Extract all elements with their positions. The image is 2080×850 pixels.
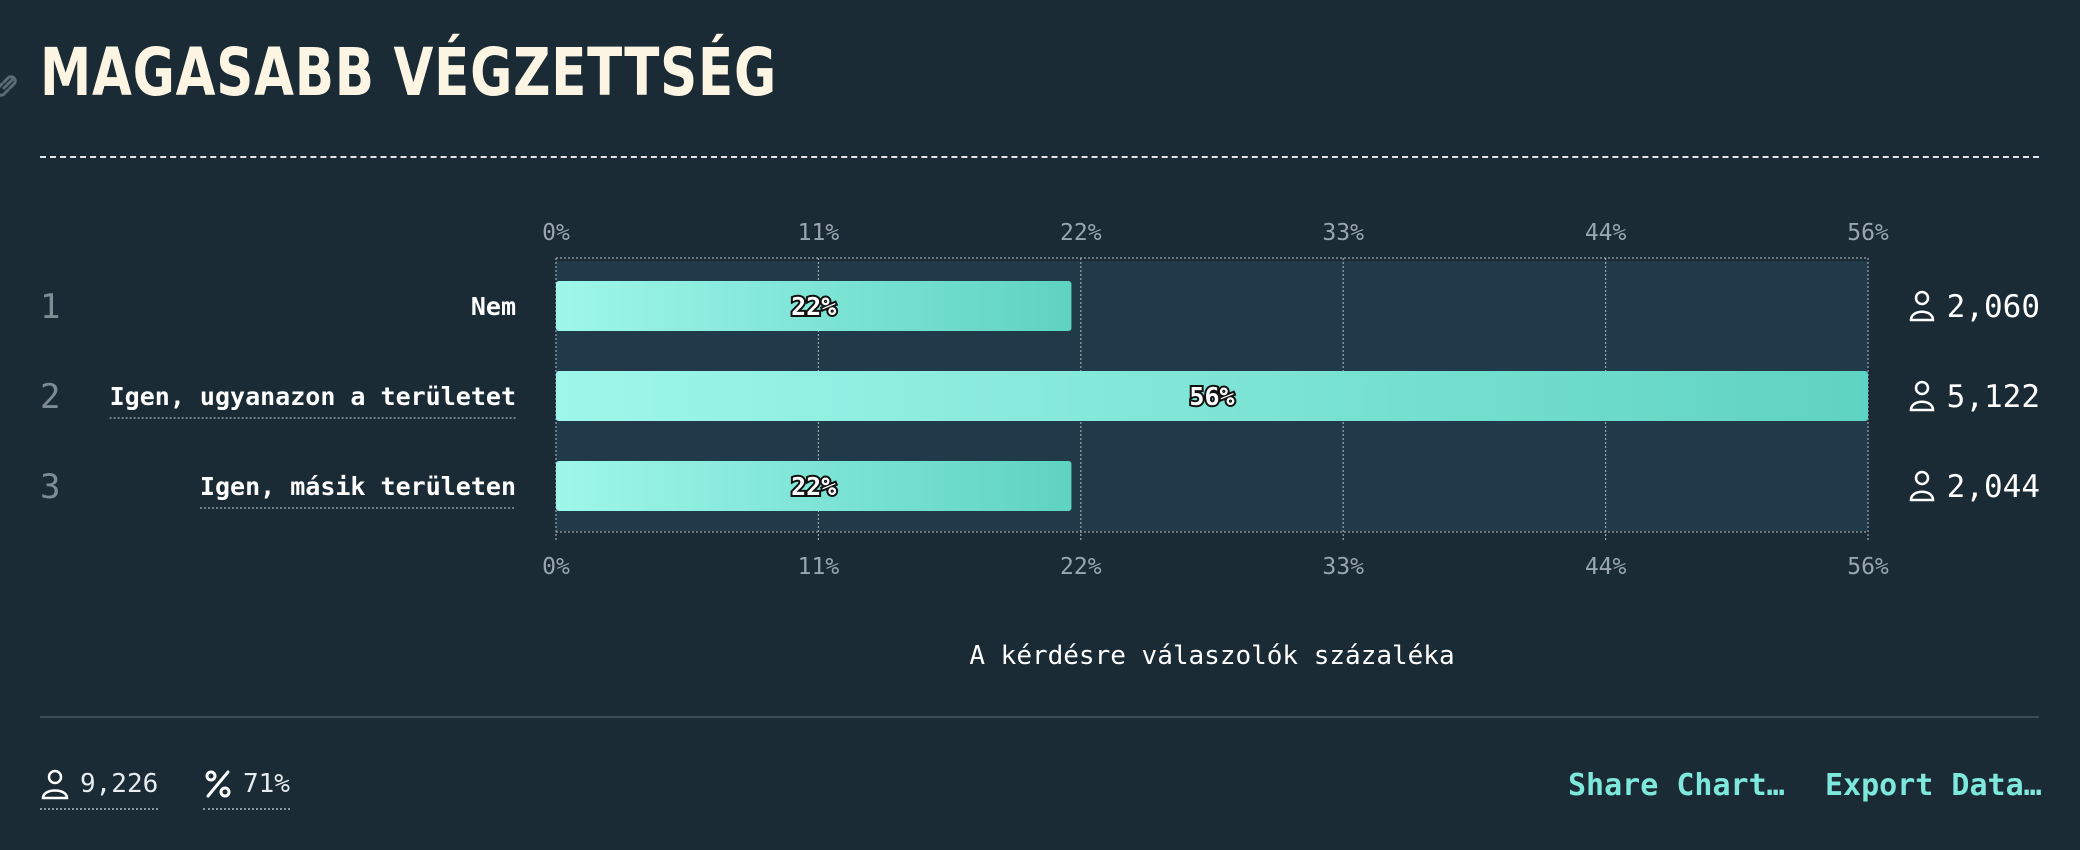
rank-number: 3 [40,467,60,507]
x-tick-label-top: 33% [1322,220,1364,246]
x-tick-label-top: 22% [1060,220,1102,246]
percent-icon [205,770,231,798]
person-icon [41,769,69,800]
bar-value-label: 22% [791,472,836,501]
person-icon [1909,380,1935,412]
x-tick-label-bottom: 56% [1847,554,1889,580]
respondents-value: 9,226 [80,769,159,799]
respondent-count: 5,122 [1947,379,2040,415]
bar [556,461,1072,511]
category-label: Igen, ugyanazon a területet [110,382,516,411]
person-icon [1909,290,1935,322]
respondent-count: 2,060 [1947,289,2040,325]
respondents-stat[interactable]: 9,226 [40,764,159,810]
person-icon-body [1909,490,1935,502]
response-rate-stat[interactable]: 71% [203,764,290,810]
x-tick-label-bottom: 33% [1322,554,1364,580]
person-icon-head [1914,470,1930,486]
footer-divider [40,716,2039,718]
respondent-count: 2,044 [1947,469,2040,505]
bar-chart: 0% 0% 11% 11% 22% 22% 33% 33% 44% 44% 56% 56% 22% 1 Ne… [40,220,2040,671]
category-label: Nem [471,292,516,321]
category-label: Igen, másik területen [200,472,516,501]
person-icon-body [1909,310,1935,322]
bar [556,371,1868,421]
person-icon-head [1914,290,1930,306]
person-icon [1909,470,1935,502]
share-chart-button[interactable]: Share Chart… [1568,768,1785,803]
x-tick-label-top: 0% [542,220,570,246]
export-data-button[interactable]: Export Data… [1825,768,2042,803]
rank-number: 2 [40,377,60,417]
person-icon-head [1914,380,1930,396]
person-icon-body [1909,400,1935,412]
rank-number: 1 [40,287,60,327]
x-axis-title: A kérdésre válaszolók százaléka [969,641,1454,671]
response-rate-value: 71% [243,769,290,799]
x-tick-label-bottom: 0% [542,554,570,580]
bar-value-label: 22% [791,292,836,321]
x-tick-label-top: 11% [798,220,840,246]
x-tick-label-bottom: 11% [798,554,840,580]
link-icon[interactable] [0,70,22,102]
bar-value-label: 56% [1189,382,1234,411]
bar [556,281,1072,331]
x-tick-label-top: 56% [1847,220,1889,246]
x-tick-label-bottom: 22% [1060,554,1102,580]
chart-title: MAGASABB VÉGZETTSÉG [40,34,777,111]
x-tick-label-bottom: 44% [1585,554,1627,580]
x-tick-label-top: 44% [1585,220,1627,246]
title-divider [40,156,2039,158]
